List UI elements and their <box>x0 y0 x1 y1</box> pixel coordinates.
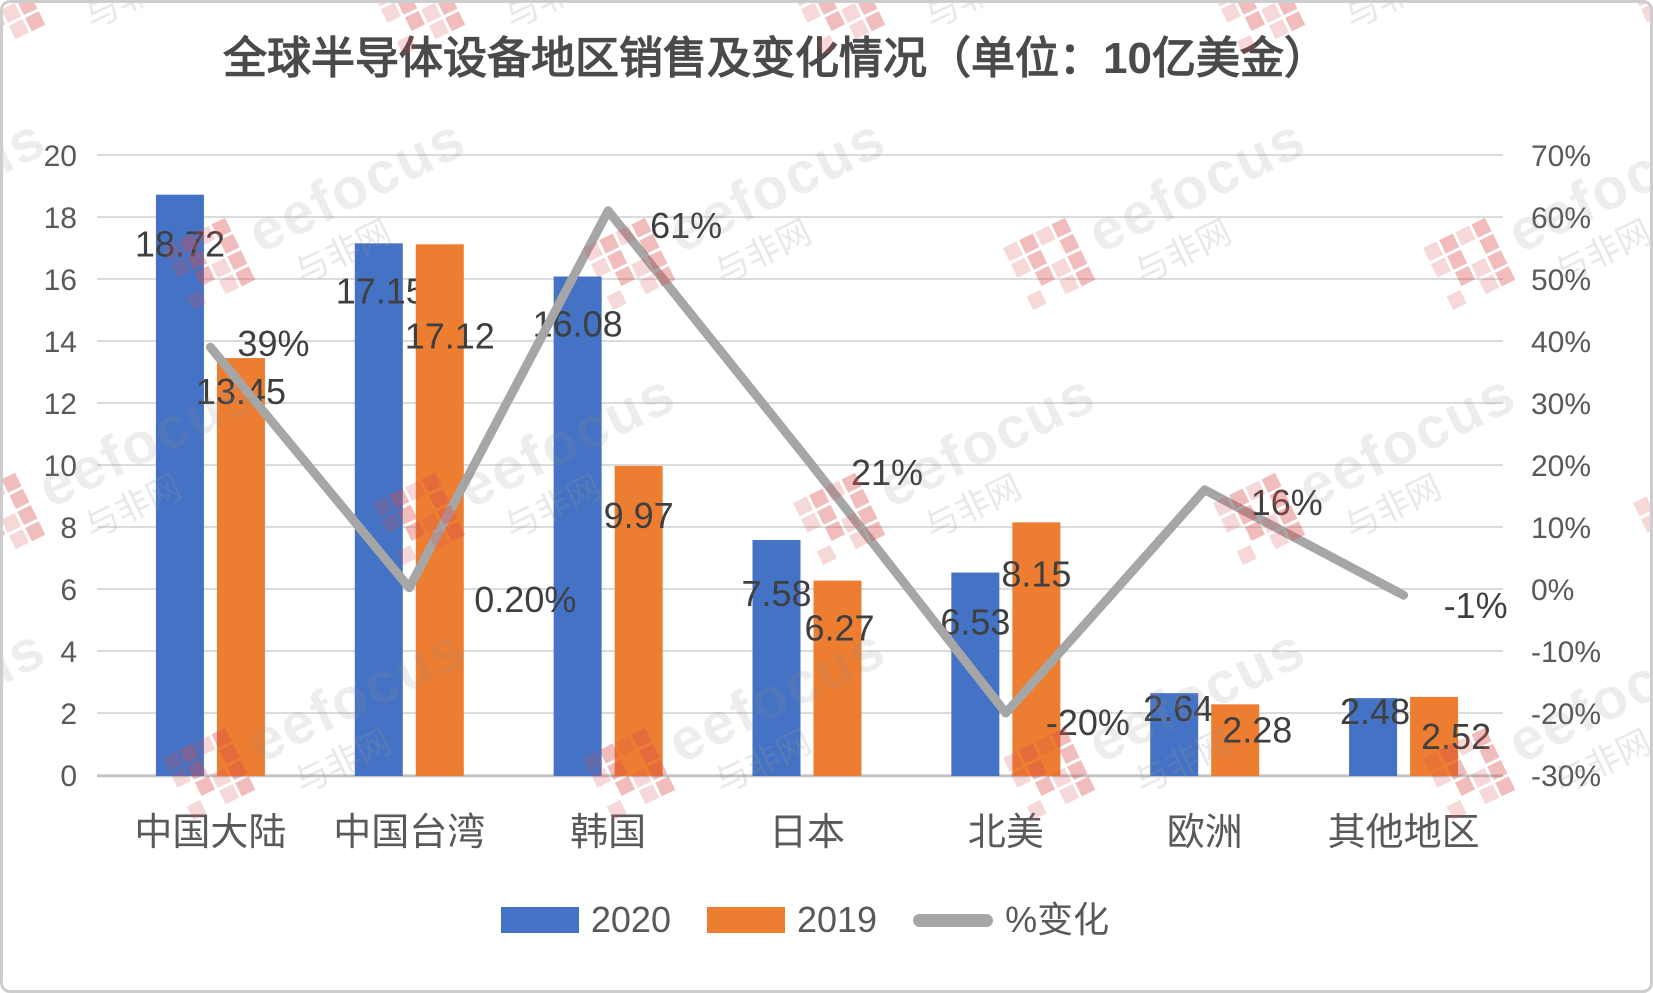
bar-value-label: 18.72 <box>135 224 225 265</box>
change-value-label: 16% <box>1251 482 1323 523</box>
legend-label: 2020 <box>590 899 671 940</box>
category-label: 韩国 <box>570 812 646 854</box>
bar-value-label: 17.12 <box>405 315 495 356</box>
legend-item-2019: 2019 <box>706 899 878 940</box>
change-line <box>205 206 1409 718</box>
legend-label: %变化 <box>1005 899 1110 940</box>
legend-item-2020: 2020 <box>500 899 671 940</box>
left-axis-tick-label: 4 <box>60 636 77 669</box>
category-label: 欧洲 <box>1167 812 1243 854</box>
bar-2019-4 <box>1012 522 1061 776</box>
left-axis-tick-label: 2 <box>60 698 77 731</box>
left-axis-tick-label: 16 <box>44 264 77 297</box>
bar-2019-5 <box>1211 704 1260 776</box>
bar-2020-1 <box>354 243 403 777</box>
bar-value-label: 6.27 <box>804 608 874 649</box>
category-label: 中国台湾 <box>333 812 485 854</box>
bar-2020-5 <box>1150 693 1199 776</box>
left-axis-tick-label: 10 <box>44 450 77 483</box>
right-axis-tick-label: 60% <box>1531 202 1591 235</box>
right-axis-tick-label: 20% <box>1531 450 1591 483</box>
legend-label: 2019 <box>796 899 878 940</box>
legend-item-%变化: %变化 <box>913 902 1109 938</box>
left-axis-tick-label: 12 <box>44 388 77 421</box>
change-value-label: 0.20% <box>474 579 576 620</box>
bar-2020-2 <box>553 276 602 776</box>
legend-swatch-bar-1 <box>706 907 785 933</box>
left-axis-tick-label: 14 <box>44 326 77 359</box>
legend-swatch-line-2 <box>913 913 994 927</box>
chart-title: 全球半导体设备地区销售及变化情况（单位：10亿美金） <box>223 34 1328 83</box>
left-axis-tick-label: 8 <box>60 512 77 545</box>
bar-2019-3 <box>813 580 862 776</box>
bar-2019-6 <box>1410 696 1459 776</box>
right-axis-tick-label: 0% <box>1531 574 1574 607</box>
bar-2020-6 <box>1349 698 1398 776</box>
right-axis-tick-label: -30% <box>1531 760 1601 793</box>
change-value-label: 39% <box>237 323 309 364</box>
left-axis-tick-label: 18 <box>44 202 77 235</box>
change-value-label: -1% <box>1444 585 1508 626</box>
bar-value-label: 2.52 <box>1421 716 1491 757</box>
bar-2020-3 <box>752 540 801 776</box>
bar-2019-2 <box>614 465 663 776</box>
right-axis-tick-label: -10% <box>1531 636 1601 669</box>
left-axis-tick-label: 20 <box>44 140 77 173</box>
right-axis-tick-label: -20% <box>1531 698 1601 731</box>
category-label: 其他地区 <box>1328 812 1480 854</box>
bar-value-label: 17.15 <box>336 270 426 311</box>
right-axis-tick-label: 30% <box>1531 388 1591 421</box>
right-axis-tick-label: 50% <box>1531 264 1591 297</box>
bar-value-label: 2.48 <box>1340 691 1410 732</box>
legend-swatch-bar-0 <box>500 907 579 933</box>
right-axis-tick-label: 70% <box>1531 140 1591 173</box>
change-value-label: 21% <box>851 452 923 493</box>
chart-legend: 2020 2019 %变化 <box>107 902 1503 938</box>
category-label: 北美 <box>968 812 1044 854</box>
bar-2019-1 <box>415 244 464 776</box>
right-axis-tick-label: 10% <box>1531 512 1591 545</box>
bar-value-label: 7.58 <box>741 573 811 614</box>
bar-2020-0 <box>155 194 204 776</box>
bar-value-label: 6.53 <box>940 602 1010 643</box>
bar-value-label: 2.28 <box>1222 709 1292 750</box>
left-axis-tick-label: 6 <box>60 574 77 607</box>
category-label: 日本 <box>769 812 845 854</box>
change-value-label: -20% <box>1046 702 1130 743</box>
bar-value-label: 8.15 <box>1001 553 1071 594</box>
left-axis-tick-label: 0 <box>60 760 77 793</box>
change-value-label: 61% <box>650 205 722 246</box>
category-label: 中国大陆 <box>134 812 286 854</box>
bar-value-label: 9.97 <box>604 495 674 536</box>
right-axis-tick-label: 40% <box>1531 326 1591 359</box>
bar-value-label: 2.64 <box>1143 688 1213 729</box>
bar-2019-0 <box>216 358 265 776</box>
